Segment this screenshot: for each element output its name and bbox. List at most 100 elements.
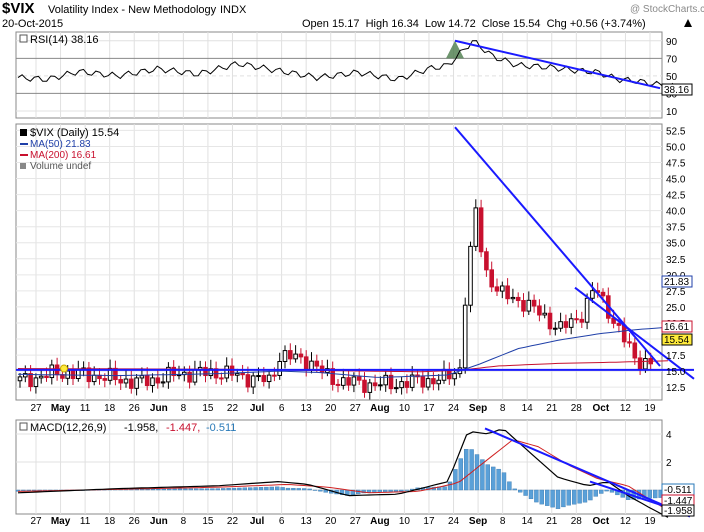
rsi-legend-text: RSI(14) 38.16 xyxy=(30,34,98,46)
macd-hist-bar xyxy=(188,488,194,491)
candle-body xyxy=(49,364,55,379)
candle-body xyxy=(341,377,346,386)
price-trendline-2 xyxy=(574,286,695,380)
x-tick-label: Oct xyxy=(593,516,610,527)
x-tick-label: 17 xyxy=(423,403,435,414)
macd-hist-bar xyxy=(464,449,469,491)
macd-legend-prefix: MACD(12,26,9) xyxy=(30,422,106,434)
macd-tags: -0.511 -1.447 -1.958 xyxy=(661,483,695,517)
macd-hist-bar xyxy=(518,489,523,493)
candle-body xyxy=(515,296,521,302)
candle-body xyxy=(484,251,489,271)
candle-body xyxy=(38,375,44,379)
candle-body xyxy=(33,377,39,388)
marker-point xyxy=(60,364,68,373)
price-y-tick: 45.0 xyxy=(666,175,686,186)
macd-hist-bar xyxy=(296,488,301,491)
candle-body xyxy=(309,360,314,371)
candle-body xyxy=(44,375,49,379)
candle-body xyxy=(553,327,558,330)
candle-body xyxy=(155,377,161,384)
macd-hist-bar xyxy=(491,466,496,491)
x-tick-label: 20 xyxy=(325,403,337,414)
candle-body xyxy=(616,322,622,326)
macd-hist-bar xyxy=(566,489,571,506)
candle-body xyxy=(637,357,643,370)
macd-legend-macd: -1.958, xyxy=(124,422,158,434)
macd-hist-bar xyxy=(523,489,528,496)
macd-hist-bar xyxy=(534,489,539,503)
x-tick-label: Jun xyxy=(150,403,168,414)
candle-body xyxy=(505,285,510,300)
macd-hist-bar xyxy=(453,469,458,491)
candle-body xyxy=(129,378,134,389)
ma200-tag-text: 16.61 xyxy=(664,322,689,333)
x-tick-label: 8 xyxy=(500,403,506,414)
macd-legend: MACD(12,26,9) -1.958, -1.447, -0.511 xyxy=(19,422,236,434)
ma200-tag: 16.61 xyxy=(661,320,693,333)
macd-hist-bar xyxy=(183,488,188,491)
candle-body xyxy=(563,321,569,328)
macd-hist-bar xyxy=(199,488,204,491)
ma200-legend-text: MA(200) 16.61 xyxy=(30,150,97,161)
macd-hist-bar xyxy=(166,488,172,491)
candle-body xyxy=(547,312,553,330)
macd-hist-bar xyxy=(561,489,566,508)
candle-body xyxy=(510,296,516,300)
price-y-tick: 52.5 xyxy=(666,126,686,137)
x-tick-label: 28 xyxy=(571,516,583,527)
macd-hist-bar xyxy=(269,486,274,491)
candle-body xyxy=(621,324,627,343)
volume-legend-swatch xyxy=(20,163,26,169)
price-y-tick: 40.0 xyxy=(666,207,686,218)
candle-body xyxy=(261,375,267,383)
watermark: @ StockCharts.com xyxy=(630,4,704,15)
x-tick-label: 15 xyxy=(202,403,214,414)
x-tick-label: 17 xyxy=(423,516,435,527)
candle-body xyxy=(537,305,542,316)
candle-body xyxy=(288,350,293,360)
candle-body xyxy=(219,377,224,380)
price-y-tick: 50.0 xyxy=(666,142,686,153)
candle-body xyxy=(558,321,563,329)
candle-body xyxy=(431,378,436,385)
macd-legend-swatch xyxy=(19,422,28,431)
rsi-line xyxy=(17,40,674,90)
candle-body xyxy=(91,374,97,383)
macd-hist-bar xyxy=(588,489,593,501)
x-tick-label: 11 xyxy=(80,403,91,414)
x-tick-label: 19 xyxy=(644,516,656,527)
x-tick-label: 26 xyxy=(129,403,141,414)
macd-hist-bar xyxy=(253,487,258,491)
candle-body xyxy=(378,384,383,387)
volume-legend-text: Volume undef xyxy=(30,161,91,172)
candle-body xyxy=(123,378,129,384)
macd-hist-bar xyxy=(442,486,447,491)
macd-hist-bar xyxy=(258,487,264,491)
macd-hist-bar xyxy=(339,489,345,495)
candle-body xyxy=(627,341,632,344)
macd-hist-bar xyxy=(458,458,463,491)
macd-hist-bar xyxy=(528,489,534,500)
candle-body xyxy=(272,374,277,377)
macd-hist-bar xyxy=(366,489,372,493)
x-tick-label: 10 xyxy=(399,516,411,527)
x-tick-label: 22 xyxy=(227,516,239,527)
candle-body xyxy=(383,374,388,386)
macd-hist-bar xyxy=(302,488,307,491)
macd-hist-bar xyxy=(501,472,507,491)
candle-body xyxy=(420,376,426,388)
macd-trendline-1 xyxy=(484,427,691,518)
candle-body xyxy=(245,374,251,388)
rsi-y-tick: 70 xyxy=(666,54,678,65)
price-y-tick: 42.5 xyxy=(666,191,686,202)
macd-hist-bar xyxy=(474,454,480,491)
macd-hist-bar xyxy=(285,487,291,491)
candle-body xyxy=(462,304,468,369)
price-y-tick: 35.0 xyxy=(666,239,686,250)
candle-body xyxy=(590,290,595,299)
macd-hist-bar xyxy=(555,489,561,509)
rsi-panel xyxy=(15,31,663,119)
candle-body xyxy=(351,376,357,386)
x-tick-label: 12 xyxy=(620,516,632,527)
